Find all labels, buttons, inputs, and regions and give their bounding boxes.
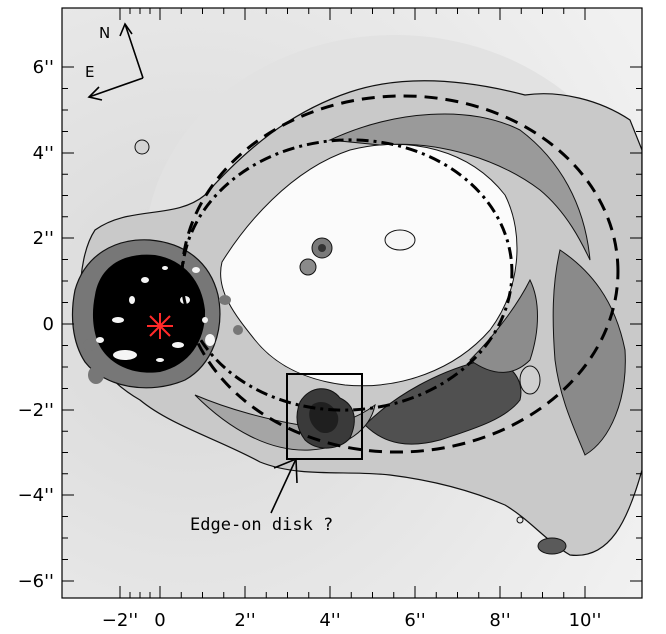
annotation-arrow [270, 457, 298, 514]
small-knot-core [318, 244, 326, 252]
ring-south-arc [364, 359, 522, 445]
east-arrow-line [88, 77, 144, 98]
dashdot-ellipse-fit [180, 138, 514, 412]
y-tick-label: 4'' [33, 143, 54, 164]
y-tick-label: −6'' [18, 571, 54, 592]
ring-west-arc [552, 249, 626, 456]
star-marker [147, 313, 173, 339]
east-arrowhead [87, 86, 103, 101]
compass-east-label: E [85, 63, 94, 81]
x-axis-tick-labels: −2'' 0 2'' 4'' 6'' 8'' 10'' [102, 610, 602, 631]
y-axis-tick-labels: 6'' 4'' 2'' 0 −2'' −4'' −6'' [18, 57, 54, 592]
stellar-core-grey-blobs [83, 295, 243, 384]
axis-ticks [62, 8, 642, 598]
x-tick-label: 8'' [489, 610, 510, 631]
compass [87, 22, 144, 101]
y-tick-label: −2'' [18, 400, 54, 421]
y-tick-label: −4'' [18, 485, 54, 506]
stellar-core-speckles [96, 266, 215, 362]
x-tick-label: 0 [154, 610, 165, 631]
north-arrowhead [119, 22, 133, 37]
compass-north-label: N [99, 24, 110, 42]
north-arrow-line [124, 23, 144, 79]
x-tick-label: −2'' [102, 610, 138, 631]
ring-east-arc [328, 113, 591, 261]
dashed-ellipse-fit [180, 94, 620, 454]
y-tick-label: 2'' [33, 228, 54, 249]
annotation-label: Edge-on disk ? [190, 515, 333, 535]
small-knot-2 [299, 258, 317, 276]
inner-cavity [220, 143, 518, 387]
x-tick-label: 6'' [404, 610, 425, 631]
plot-area: Edge-on disk ? N E [62, 8, 642, 598]
y-tick-label: 0 [43, 314, 54, 335]
outer-blob [519, 365, 541, 395]
outer-blob [516, 516, 524, 524]
outer-blob [384, 229, 416, 251]
edge-on-disk-box [286, 373, 363, 460]
outer-blob [537, 537, 567, 555]
x-tick-label: 10'' [569, 610, 602, 631]
outer-blob [134, 139, 150, 155]
ring-southwest-arc [469, 278, 538, 373]
x-tick-label: 2'' [234, 610, 255, 631]
y-tick-label: 6'' [33, 57, 54, 78]
x-tick-label: 4'' [319, 610, 340, 631]
